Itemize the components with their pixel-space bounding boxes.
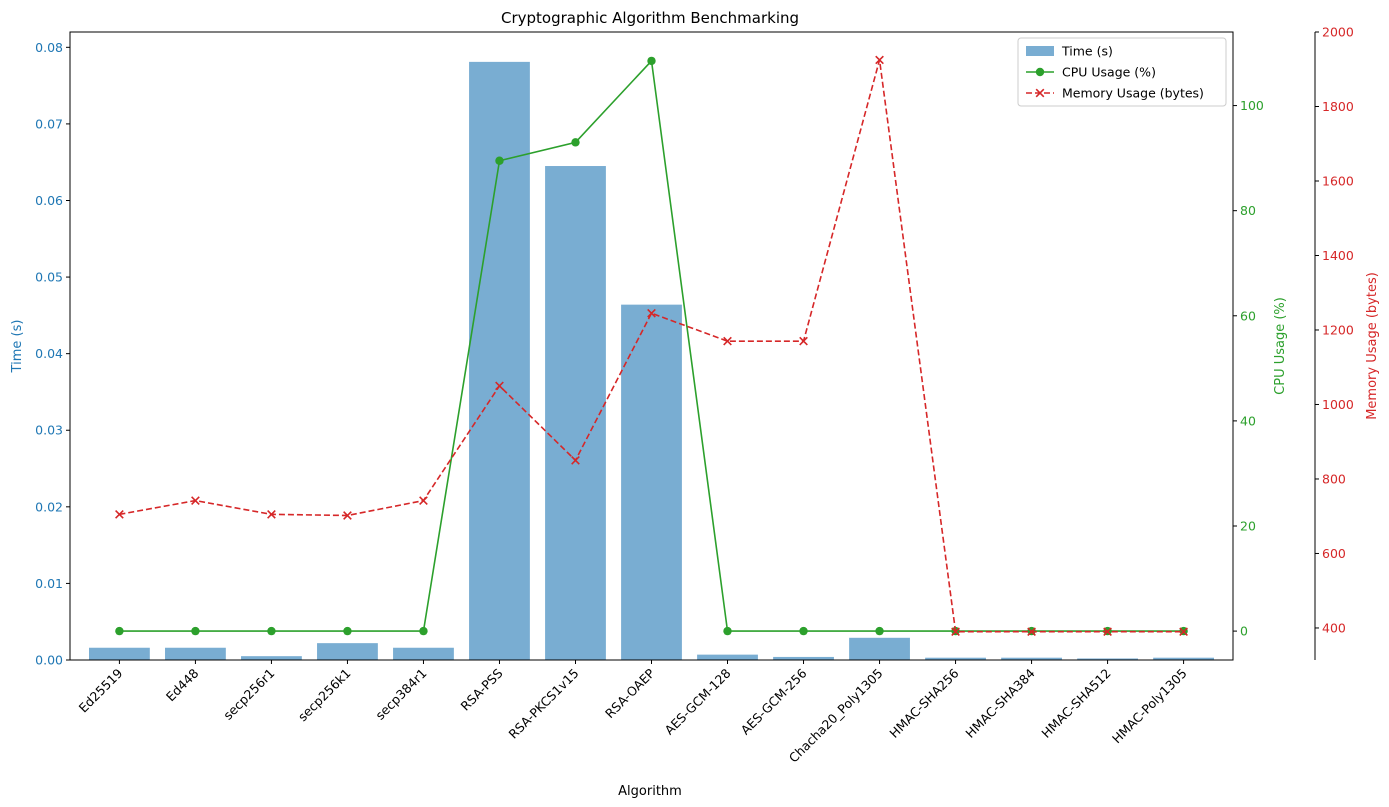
y-time-tick-label-0: 0.00	[35, 653, 63, 668]
legend-label-1: CPU Usage (%)	[1062, 65, 1156, 80]
memory-point-11	[951, 627, 960, 637]
legend-box	[1017, 37, 1227, 107]
time-bar-13	[1077, 658, 1138, 660]
y-cpu-tick-label-4: 80	[1240, 203, 1256, 218]
y-axis-memory: 400 600 800 1000 1200 1400 1600 1800 2000	[1314, 25, 1354, 660]
memory-point-2	[267, 509, 276, 519]
y-cpu-tick-label-3: 60	[1240, 308, 1256, 323]
memory-point-6	[571, 455, 580, 465]
cpu-point-4	[419, 626, 428, 636]
time-bars	[89, 61, 1214, 661]
memory-point-14	[1179, 627, 1188, 637]
cpu-point-6	[571, 138, 580, 147]
y-memory-tick-label-4: 1200	[1322, 322, 1354, 337]
cpu-point-7	[647, 56, 656, 66]
memory-point-4	[419, 496, 428, 505]
y-cpu-tick-label-5: 100	[1240, 98, 1264, 113]
y-axis-time: 0.00 0.01 0.02 0.03 0.04 0.05 0.06 0.07 0.08	[35, 40, 70, 668]
y-memory-tick-label-2: 800	[1322, 471, 1346, 486]
y-time-tick-label-8: 0.08	[35, 40, 63, 55]
y-memory-tick-label-6: 1600	[1322, 173, 1354, 188]
y-axis-memory-label: Memory Usage (bytes)	[1365, 272, 1380, 420]
memory-point-5	[495, 381, 504, 391]
y-time-tick-label-1: 0.01	[35, 576, 63, 591]
y-time-tick-label-4: 0.04	[35, 346, 63, 361]
y-memory-tick-label-8: 2000	[1322, 25, 1354, 40]
y-memory-tick-label-3: 1000	[1322, 397, 1354, 412]
time-bar-5	[469, 61, 530, 661]
y-axis-cpu-label: CPU Usage (%)	[1273, 297, 1288, 395]
y-cpu-tick-label-1: 20	[1240, 518, 1256, 533]
time-bar-0	[89, 647, 150, 660]
time-bar-8	[697, 654, 758, 660]
memory-point-12	[1027, 627, 1036, 637]
cpu-point-5	[495, 156, 504, 165]
y-axis-cpu: 0 20 40 60 80 100	[1233, 98, 1264, 639]
x-axis-label: Algorithm	[618, 784, 682, 799]
cpu-point-0	[115, 626, 124, 636]
y-time-tick-label-6: 0.06	[35, 193, 63, 208]
time-bar-6	[545, 166, 606, 660]
time-bar-4	[393, 647, 454, 660]
y-time-tick-label-3: 0.03	[35, 423, 63, 438]
cpu-point-8	[723, 626, 732, 636]
time-bar-7	[621, 304, 682, 660]
usage-lines	[115, 55, 1188, 637]
cpu-point-1	[191, 626, 200, 636]
memory-point-0	[115, 509, 124, 519]
y-memory-tick-label-5: 1400	[1322, 248, 1354, 263]
legend-label-0: Time (s)	[1061, 44, 1113, 59]
cpu-point-2	[267, 626, 276, 636]
cpu-point-10	[875, 626, 884, 636]
memory-point-3	[343, 511, 352, 520]
y-memory-tick-label-7: 1800	[1322, 99, 1354, 114]
y-memory-tick-label-1: 600	[1322, 546, 1346, 561]
legend-label-2: Memory Usage (bytes)	[1062, 86, 1204, 101]
time-bar-9	[773, 656, 834, 660]
legend-marker-memory	[1035, 88, 1045, 98]
memory-point-8	[723, 336, 732, 346]
memory-point-13	[1103, 627, 1112, 637]
y-cpu-tick-label-0: 0	[1240, 624, 1248, 639]
time-bar-11	[925, 657, 986, 660]
y-time-tick-label-7: 0.07	[35, 116, 63, 131]
legend-marker-cpu	[1035, 67, 1045, 77]
y-cpu-tick-label-2: 40	[1240, 413, 1256, 428]
memory-point-10	[875, 55, 884, 65]
memory-point-7	[647, 308, 656, 318]
chart-title: Cryptographic Algorithm Benchmarking	[501, 9, 799, 27]
time-bar-3	[317, 643, 378, 660]
time-bar-2	[241, 656, 302, 660]
cpu-point-3	[343, 626, 352, 636]
legend-swatch-time	[1026, 46, 1054, 56]
time-bar-10	[849, 637, 910, 660]
memory-point-1	[191, 496, 200, 505]
y-memory-tick-label-0: 400	[1322, 620, 1346, 635]
memory-line	[119, 59, 1184, 633]
time-bar-14	[1153, 657, 1214, 660]
y-time-tick-label-5: 0.05	[35, 270, 63, 285]
time-bar-1	[165, 647, 226, 660]
cpu-point-9	[799, 626, 808, 636]
time-bar-12	[1001, 657, 1062, 660]
legend: Time (s) CPU Usage (%) Memory Usage (bytes…	[1017, 37, 1227, 107]
memory-point-9	[799, 336, 808, 346]
y-time-tick-label-2: 0.02	[35, 499, 63, 514]
y-axis-time-label: Time (s)	[10, 320, 25, 374]
